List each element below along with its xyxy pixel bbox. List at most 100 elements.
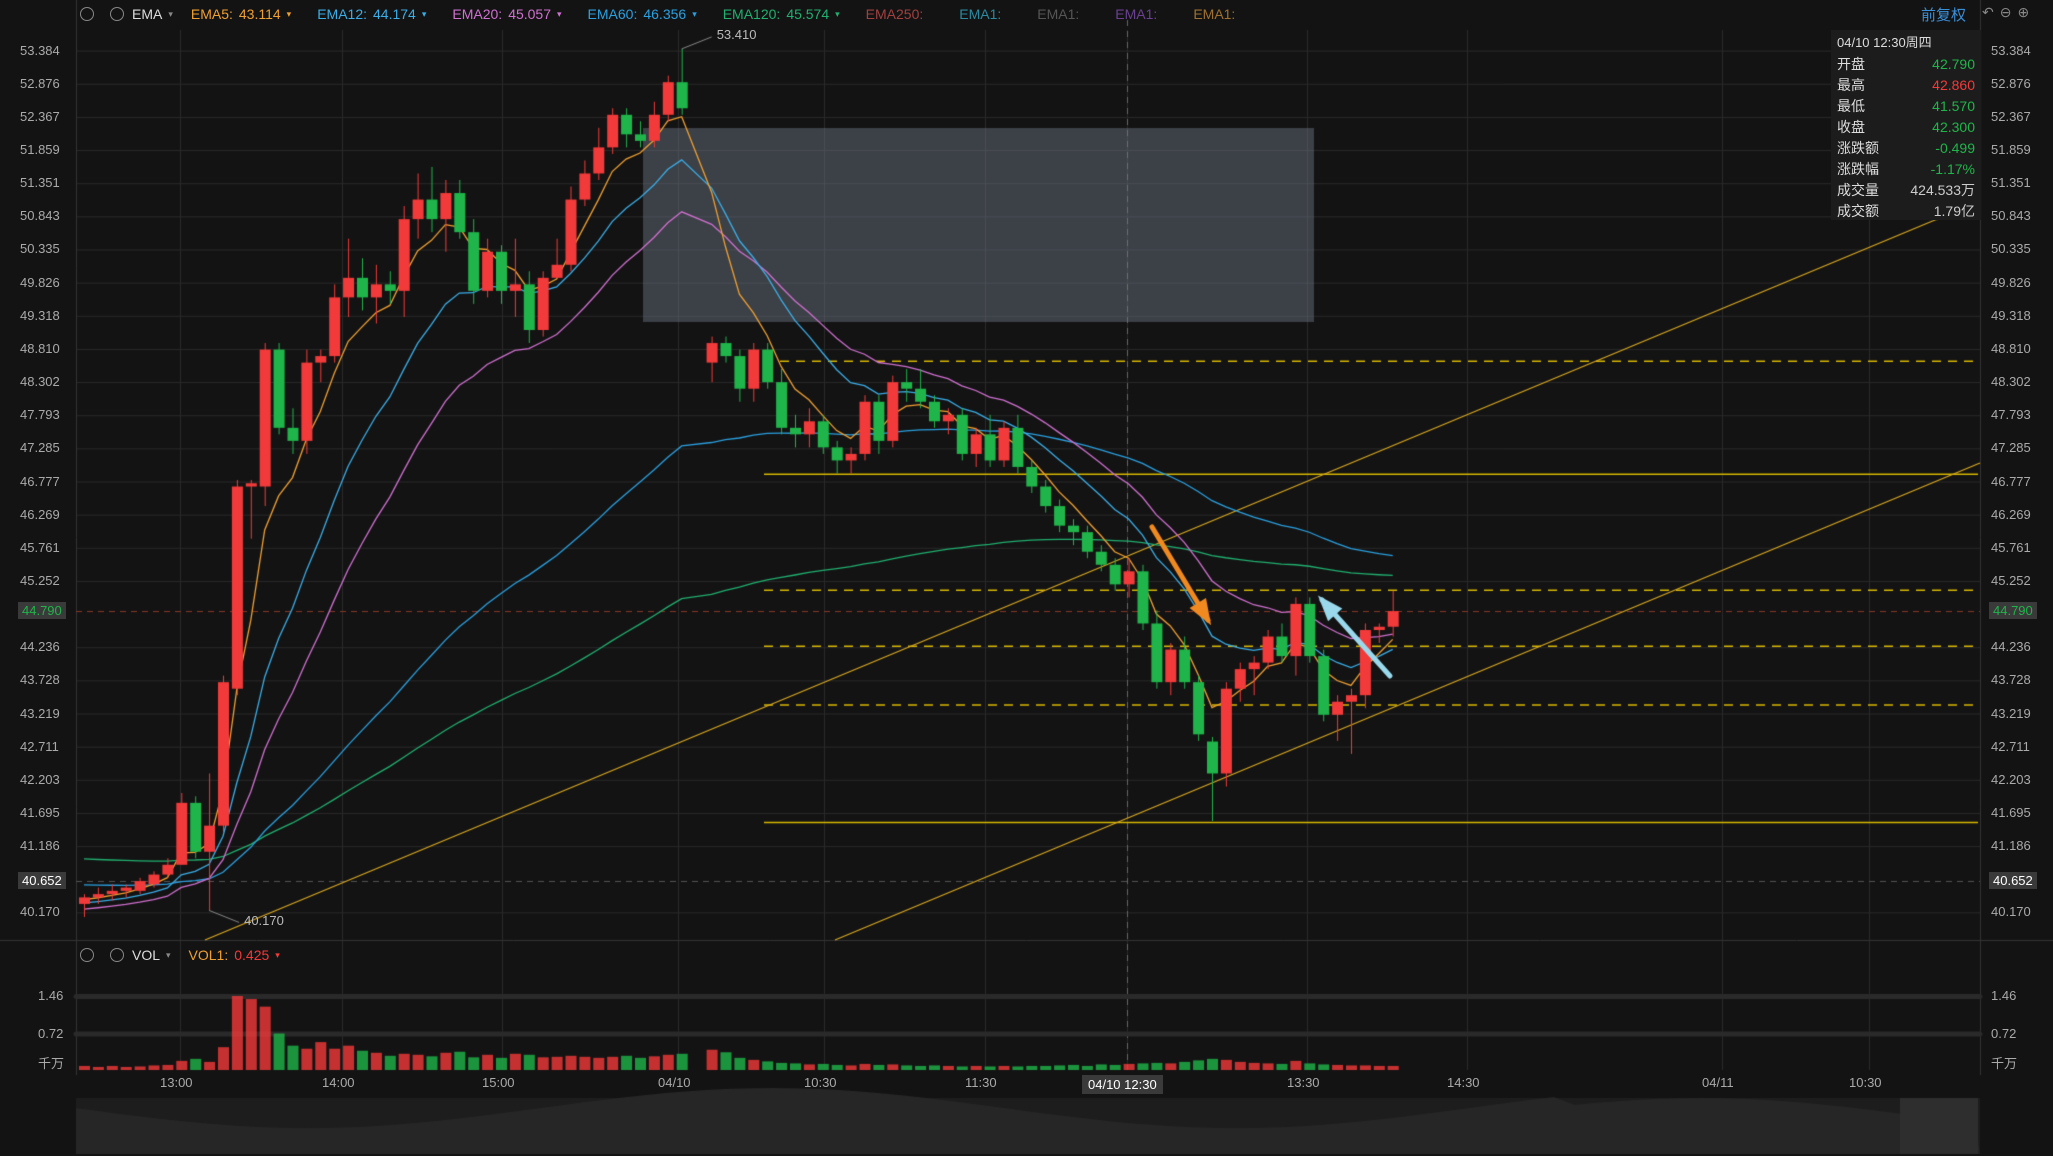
ema-value: 45.574 [786,6,830,22]
info-row: 成交额 1.79亿 [1837,201,1975,222]
ema-label-inactive[interactable]: EMA1: [1115,6,1158,22]
price-adjust-link[interactable]: 前复权 [1921,7,1967,24]
vol-indicator-name[interactable]: VOL [132,947,161,963]
price-axis-label-left: 47.285 [20,440,60,456]
info-value: 42.790 [1932,56,1975,72]
info-key: 收盘 [1837,119,1865,135]
info-value: -1.17% [1930,161,1975,177]
info-row: 收盘 42.300 [1837,117,1975,138]
price-axis-label-right: 44.236 [1991,639,2031,655]
chevron-down-icon[interactable]: ▾ [557,8,562,19]
price-axis-label-right: 52.367 [1991,108,2031,124]
price-axis-label-left: 48.810 [20,340,60,356]
price-axis-label-right: 49.826 [1991,274,2031,290]
price-axis-label-left: 43.219 [20,705,60,721]
crosshair-time-tag: 04/10 12:30 [1082,1075,1163,1094]
price-axis-label-right: 42.711 [1991,738,2030,754]
info-key: 最高 [1837,77,1865,93]
chevron-down-icon[interactable]: ▾ [275,949,280,960]
volume-axis-label-right: 千万 [1991,1056,2018,1071]
ema-label: EMA5: [190,6,233,22]
price-axis-label-left: 43.728 [20,672,60,688]
chevron-down-icon[interactable]: ▾ [421,8,427,19]
price-axis-label-right: 45.761 [1991,539,2031,555]
price-axis-label-right: 48.810 [1991,340,2031,356]
price-axis-label-left: 45.252 [20,572,60,588]
info-value: 424.533万 [1910,182,1975,198]
price-axis-label-left: 47.793 [20,407,60,423]
info-key: 涨跌幅 [1837,161,1879,177]
price-line-tag-right: 40.652 [1989,871,2037,889]
volume-axis-label-right: 0.72 [1991,1025,2017,1041]
time-axis-label: 11:30 [965,1075,997,1090]
close-icon[interactable] [110,7,124,21]
time-axis-label: 14:30 [1447,1075,1480,1090]
current-price-tag-right: 44.790 [1989,602,2037,620]
info-key: 成交额 [1837,203,1879,219]
current-price-tag-left: 44.790 [18,602,66,620]
undo-icon[interactable]: ↶ [1982,4,2000,20]
price-axis-label-left: 51.351 [20,175,60,191]
info-row: 最高 42.860 [1837,75,1975,96]
time-axis-label: 13:00 [160,1075,193,1090]
price-axis-label-right: 46.269 [1991,506,2031,522]
time-axis-label: 04/10 [658,1075,691,1090]
info-value: -0.499 [1935,140,1975,156]
price-axis-label-left: 49.826 [20,274,60,290]
zoom-in-icon[interactable]: ⊕ [2017,4,2036,20]
chevron-down-icon[interactable]: ▾ [168,8,173,19]
time-axis-label: 15:00 [482,1075,515,1090]
info-key: 最低 [1837,98,1865,114]
volume-axis-label-right: 1.46 [1991,988,2017,1003]
price-axis-label-right: 52.876 [1991,75,2031,91]
close-icon[interactable] [110,948,124,962]
price-axis-label-right: 50.843 [1991,208,2031,224]
price-axis-label-right: 50.335 [1991,241,2031,257]
ema-value: 44.174 [373,6,416,22]
info-key: 开盘 [1837,56,1865,72]
ema-label-inactive[interactable]: EMA1: [1037,6,1080,22]
price-axis-label-left: 46.269 [20,506,60,522]
info-key: 涨跌额 [1837,140,1879,156]
ema-label: EMA20: [452,6,503,22]
ema-indicator-bar: EMA ▾ EMA5: 43.114 ▾ EMA12: 44.174 ▾ EMA20: 45.… [72,0,1271,28]
info-row: 涨跌额 -0.499 [1837,138,1975,159]
indicator-name[interactable]: EMA [132,6,163,22]
ema-value: 46.356 [643,6,687,22]
price-axis-label-left: 53.384 [20,42,60,58]
price-axis-label-left: 49.318 [20,307,60,323]
chevron-down-icon[interactable]: ▾ [835,8,840,19]
price-axis-label-right: 51.859 [1991,142,2031,158]
zoom-out-icon[interactable]: ⊖ [1999,4,2018,20]
chevron-down-icon[interactable]: ▾ [286,8,292,19]
high-price-annotation: 53.410 [716,26,757,42]
price-axis-label-right: 48.302 [1991,374,2031,390]
ema-label: EMA12: [317,6,368,22]
price-axis-label-left: 42.203 [20,771,60,787]
settings-icon[interactable] [80,7,94,21]
ema-label-inactive[interactable]: EMA1: [1193,6,1236,22]
info-key: 成交量 [1837,182,1879,198]
info-row: 开盘 42.790 [1837,54,1975,75]
price-axis-label-right: 40.170 [1991,904,2031,920]
price-axis-label-left: 48.302 [20,374,60,390]
ema-label: EMA60: [587,6,638,22]
ema-label-inactive[interactable]: EMA250: [865,6,924,22]
ema-value: 43.114 [238,6,281,22]
chevron-down-icon[interactable]: ▾ [166,949,171,960]
price-axis-label-left: 52.876 [20,75,60,91]
info-value: 1.79亿 [1933,203,1975,219]
time-axis-label: 10:30 [1849,1075,1882,1090]
price-axis-label-right: 53.384 [1991,42,2031,58]
price-axis-label-left: 50.335 [20,241,60,257]
info-value: 42.300 [1932,119,1975,135]
price-axis-label-left: 51.859 [20,142,60,158]
info-value: 41.570 [1932,98,1975,114]
info-row: 涨跌幅 -1.17% [1837,159,1975,180]
ema-label-inactive[interactable]: EMA1: [959,6,1002,22]
chevron-down-icon[interactable]: ▾ [692,8,697,19]
window-controls: ↶⊖⊕ [1982,4,2035,21]
volume-axis-label-left: 0.72 [38,1025,64,1041]
settings-icon[interactable] [80,948,94,962]
